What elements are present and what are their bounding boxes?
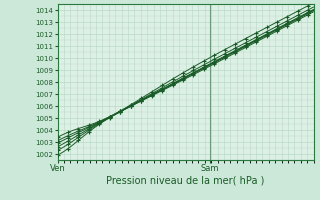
X-axis label: Pression niveau de la mer( hPa ): Pression niveau de la mer( hPa ) [107, 176, 265, 186]
